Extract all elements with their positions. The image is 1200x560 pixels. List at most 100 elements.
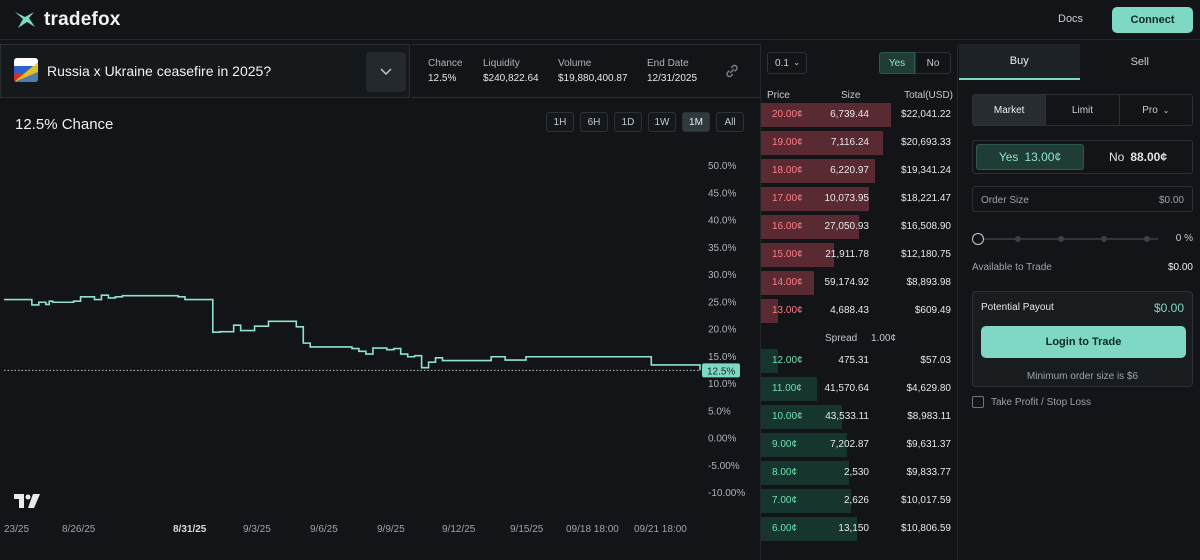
ask-size: 21,911.78 <box>825 249 869 260</box>
available-label: Available to Trade <box>972 262 1052 273</box>
bid-total: $57.03 <box>920 355 951 366</box>
tab-sell[interactable]: Sell <box>1130 56 1149 68</box>
timeframe-1h[interactable]: 1H <box>546 112 574 132</box>
bid-row[interactable]: 7.00¢ 2,626 $10,017.59 <box>761 488 957 514</box>
order-size-slider[interactable]: 0 % <box>972 232 1193 246</box>
bid-row[interactable]: 11.00¢ 41,570.64 $4,629.80 <box>761 376 957 402</box>
order-type-pro[interactable]: Pro ⌄ <box>1142 104 1170 116</box>
ask-depth-bar <box>761 187 869 211</box>
ask-depth-bar <box>761 215 859 239</box>
y-tick-label: 30.0% <box>708 270 736 281</box>
ask-price: 15.00¢ <box>772 249 803 260</box>
bid-row[interactable]: 10.00¢ 43,533.11 $8,983.11 <box>761 404 957 430</box>
login-to-trade-button[interactable]: Login to Trade <box>981 326 1186 358</box>
x-tick-label: 8/26/25 <box>62 524 96 535</box>
order-type-limit[interactable]: Limit <box>1046 95 1120 125</box>
chance-headline: 12.5% Chance <box>15 116 114 133</box>
tradingview-icon[interactable] <box>14 494 40 508</box>
svg-text:12.5%: 12.5% <box>707 366 735 377</box>
ask-row[interactable]: 15.00¢ 21,911.78 $12,180.75 <box>761 242 957 268</box>
x-tick-label: 9/3/25 <box>243 524 271 535</box>
ask-row[interactable]: 16.00¢ 27,050.93 $16,508.90 <box>761 214 957 240</box>
timeframe-6h[interactable]: 6H <box>580 112 608 132</box>
bid-row[interactable]: 6.00¢ 13,150 $10,806.59 <box>761 516 957 542</box>
x-tick-label: 9/6/25 <box>310 524 338 535</box>
order-type-market[interactable]: Market <box>973 95 1047 125</box>
order-size-value: $0.00 <box>1158 195 1184 206</box>
connect-button[interactable]: Connect <box>1112 7 1193 33</box>
ask-row[interactable]: 17.00¢ 10,073.95 $18,221.47 <box>761 186 957 212</box>
timeframe-1d[interactable]: 1D <box>614 112 642 132</box>
logo[interactable]: tradefox <box>14 9 121 31</box>
outcome-selector: Yes 13.00¢ No 88.00¢ <box>972 140 1193 174</box>
ask-price: 14.00¢ <box>772 277 803 288</box>
slider-handle[interactable] <box>972 233 984 245</box>
bid-total: $10,806.59 <box>900 523 951 534</box>
tick-size-select[interactable]: 0.1 ⌄ <box>767 52 807 74</box>
ask-price: 19.00¢ <box>772 137 803 148</box>
ask-price: 18.00¢ <box>772 165 803 176</box>
order-size-field[interactable]: Order Size $0.00 <box>972 186 1193 212</box>
min-order-note: Minimum order size is $6 <box>1026 371 1139 382</box>
buy-yes-button[interactable]: Yes 13.00¢ <box>976 144 1084 170</box>
market-stats: Chance 12.5% Liquidity $240,822.64 Volume $… <box>412 44 760 98</box>
ask-total: $8,893.98 <box>906 277 952 288</box>
ask-total: $20,693.33 <box>900 137 951 148</box>
buy-no-button[interactable]: No 88.00¢ <box>1108 150 1168 164</box>
ask-total: $16,508.90 <box>900 221 951 232</box>
ask-row[interactable]: 14.00¢ 59,174.92 $8,893.98 <box>761 270 957 296</box>
docs-link[interactable]: Docs <box>1058 13 1084 25</box>
y-tick-label: 50.0% <box>708 161 736 172</box>
bid-price: 12.00¢ <box>772 355 803 366</box>
chevron-down-icon: ⌄ <box>1162 105 1170 115</box>
price-chart[interactable]: 50.0% 45.0% 40.0% 35.0% 30.0% 25.0% 20.0% 15.0%… <box>0 98 760 560</box>
timeframe-selector: 1H 6H 1D 1W 1M All <box>546 112 744 132</box>
tpsl-toggle[interactable]: Take Profit / Stop Loss <box>972 396 1091 408</box>
ask-row[interactable]: 13.00¢ 4,688.43 $609.49 <box>761 298 957 324</box>
bid-price: 9.00¢ <box>772 439 798 450</box>
ask-row[interactable]: 18.00¢ 6,220.97 $19,341.24 <box>761 158 957 184</box>
market-selector[interactable]: Russia x Ukraine ceasefire in 2025? <box>0 44 410 98</box>
order-book: 0.1 ⌄ Yes No Price Size Total(USD) 20.00¢… <box>760 44 958 560</box>
current-value-badge: 12.5% <box>702 363 740 378</box>
bid-size: 41,570.64 <box>824 383 870 394</box>
tab-buy[interactable]: Buy <box>959 44 1080 80</box>
bid-total: $4,629.80 <box>906 383 952 394</box>
ask-size: 6,739.44 <box>830 109 869 120</box>
header-size: Size <box>841 90 861 101</box>
timeframe-all[interactable]: All <box>716 112 744 132</box>
orderbook-no-tab[interactable]: No <box>915 52 951 74</box>
y-tick-label: 0.00% <box>708 434 736 445</box>
slider-percent: 0 % <box>1175 233 1193 244</box>
bid-total: $10,017.59 <box>900 495 951 506</box>
timeframe-1m[interactable]: 1M <box>682 112 710 132</box>
ask-row[interactable]: 19.00¢ 7,116.24 $20,693.33 <box>761 130 957 156</box>
ask-depth-bar <box>761 103 891 127</box>
spread-value: 1.00¢ <box>871 333 897 344</box>
bid-row[interactable]: 8.00¢ 2,530 $9,833.77 <box>761 460 957 486</box>
y-tick-label: 10.0% <box>708 379 736 390</box>
timeframe-1w[interactable]: 1W <box>648 112 676 132</box>
ask-total: $12,180.75 <box>900 249 951 260</box>
bid-depth-bar <box>761 377 817 401</box>
link-icon[interactable] <box>724 63 740 79</box>
bid-size: 475.31 <box>838 355 869 366</box>
market-dropdown-button[interactable] <box>366 52 406 92</box>
ask-price: 17.00¢ <box>772 193 803 204</box>
x-tick-label: 9/9/25 <box>377 524 405 535</box>
ask-row[interactable]: 20.00¢ 6,739.44 $22,041.22 <box>761 102 957 128</box>
spread-row: Spread 1.00¢ <box>761 329 957 347</box>
x-tick-label: 9/12/25 <box>442 524 476 535</box>
x-tick-label: 8/31/25 <box>173 524 207 535</box>
bid-row[interactable]: 12.00¢ 475.31 $57.03 <box>761 348 957 374</box>
ask-depth-bar <box>761 243 834 267</box>
tpsl-label: Take Profit / Stop Loss <box>991 396 1092 408</box>
bid-size: 43,533.11 <box>825 411 869 422</box>
y-tick-label: 40.0% <box>708 216 736 227</box>
flag-icon <box>14 58 38 82</box>
orderbook-yes-tab[interactable]: Yes <box>879 52 915 74</box>
stat-volume: Volume $19,880,400.87 <box>558 58 628 84</box>
bid-row[interactable]: 9.00¢ 7,202.87 $9,631.37 <box>761 432 957 458</box>
available-value: $0.00 <box>1167 262 1193 273</box>
tpsl-checkbox[interactable] <box>972 396 984 408</box>
